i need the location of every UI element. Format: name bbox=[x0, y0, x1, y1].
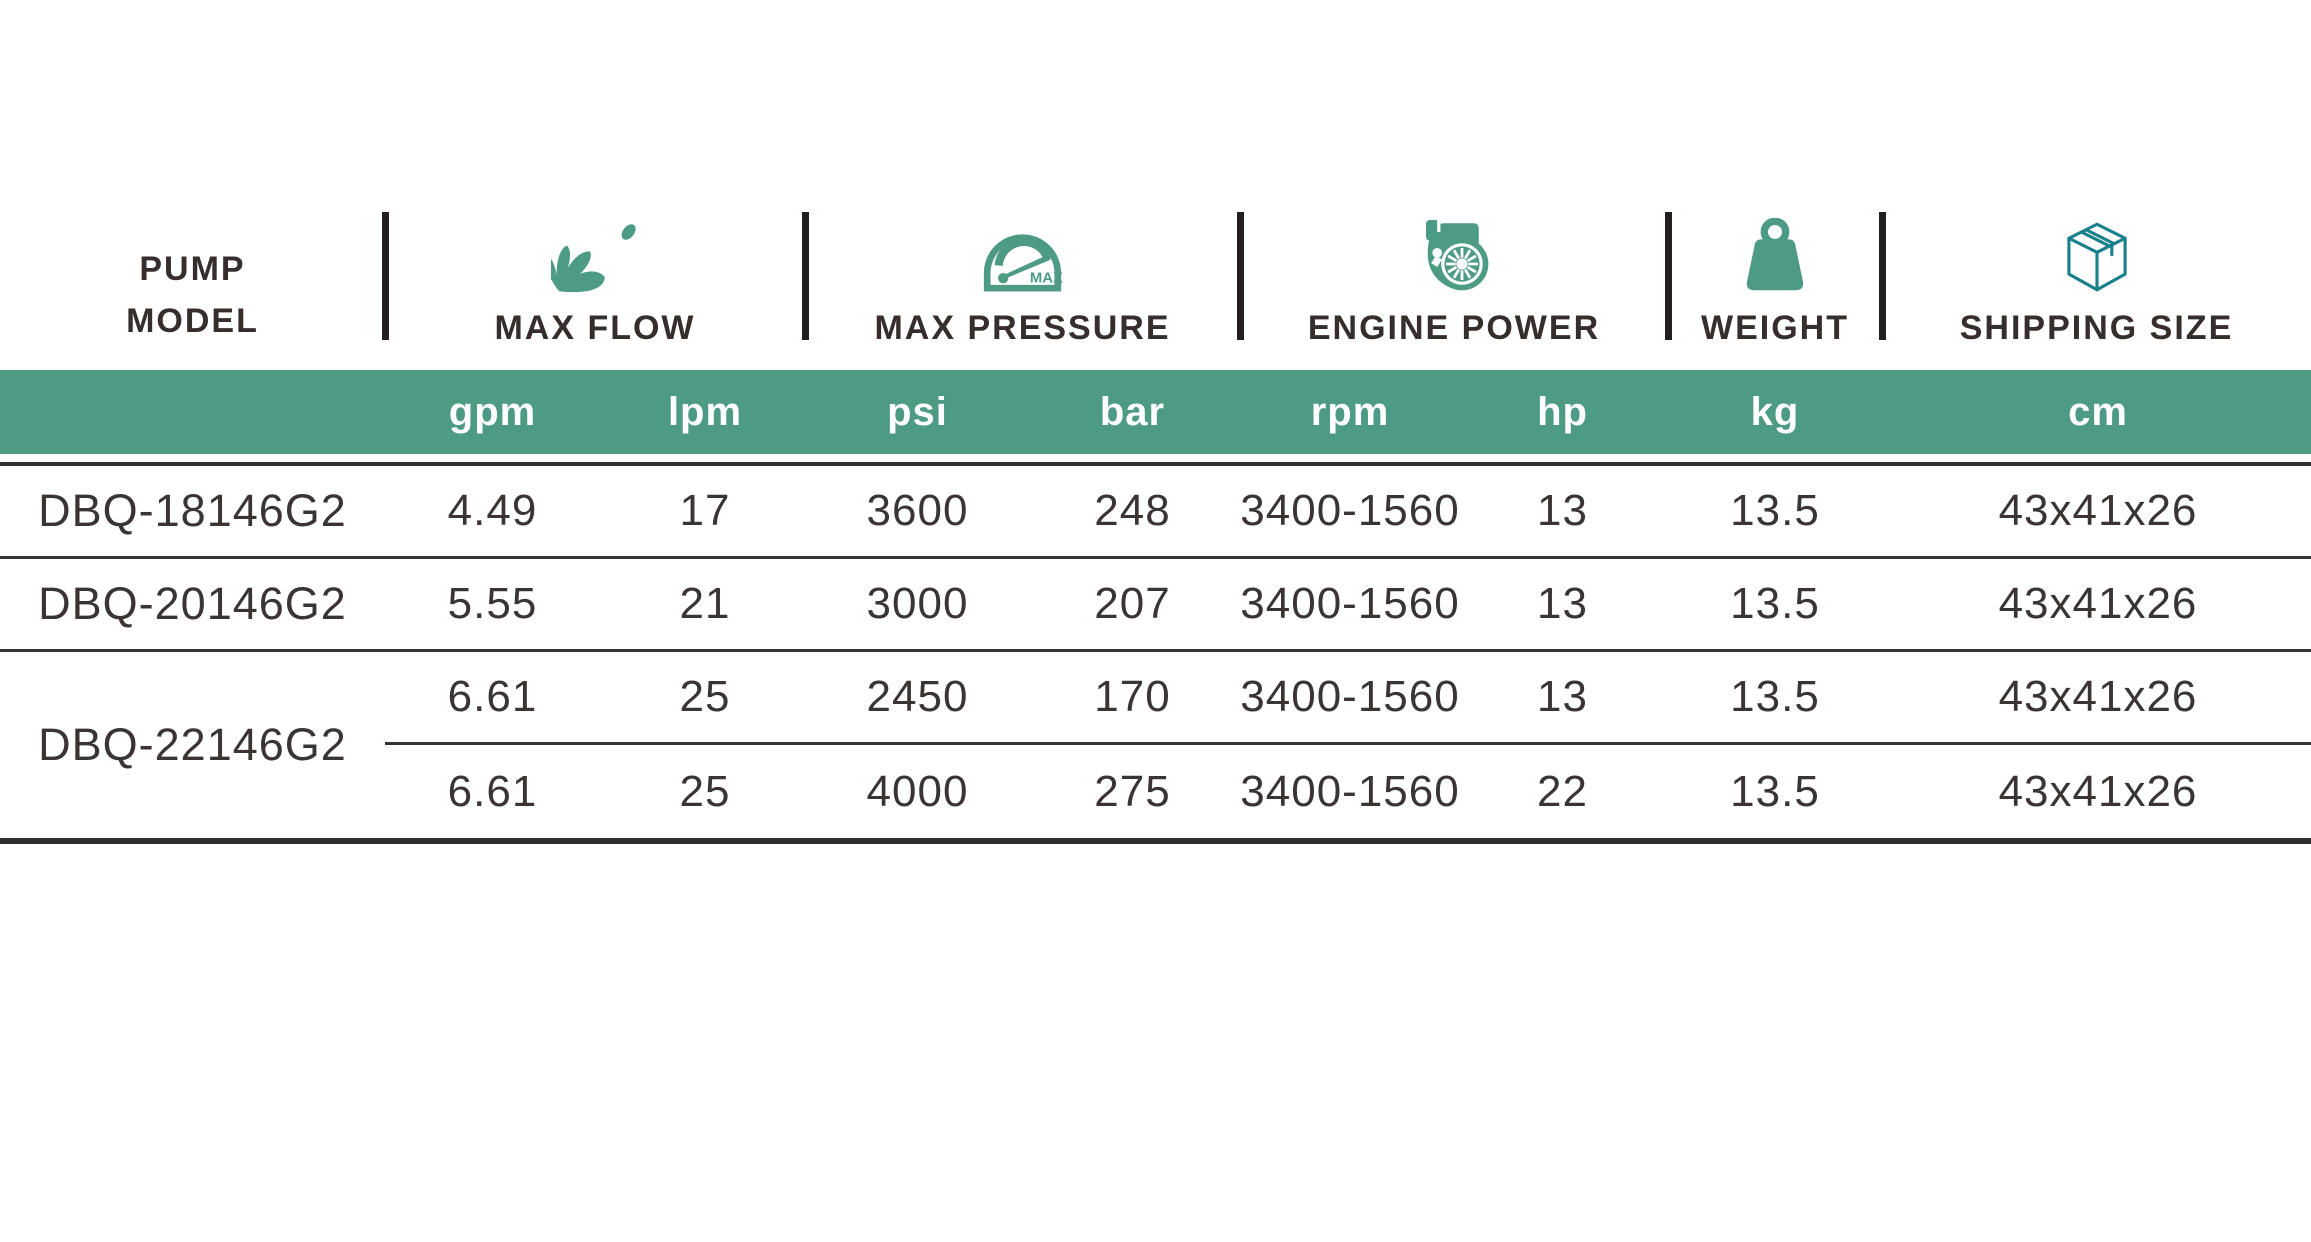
cell-model: DBQ-18146G2 bbox=[0, 466, 385, 559]
cell-psi: 2450 bbox=[810, 652, 1025, 745]
header-section-weight: WEIGHT bbox=[1665, 196, 1882, 348]
water-splash-icon bbox=[551, 224, 636, 293]
cell-kg: 13.5 bbox=[1665, 652, 1885, 745]
cell-model-merged: DBQ-22146G2 bbox=[38, 719, 347, 770]
unit-hp: hp bbox=[1537, 389, 1588, 434]
cell-psi: 3600 bbox=[810, 466, 1025, 559]
unit-lpm: lpm bbox=[667, 389, 743, 434]
header-section-engine-power: ENGINE POWER bbox=[1237, 196, 1668, 348]
unit-psi: psi bbox=[887, 389, 948, 434]
cell-rpm: 3400-1560 bbox=[1240, 766, 1460, 816]
svg-text:MAX: MAX bbox=[1030, 271, 1063, 287]
max-pressure-label: MAX PRESSURE bbox=[874, 308, 1171, 347]
cell-shipping: 43x41x26 bbox=[1885, 466, 2311, 559]
spec-rows: DBQ-18146G2 4.49 17 3600 248 3400-1560 1… bbox=[0, 462, 2311, 844]
cell-gpm: 6.61 bbox=[447, 766, 538, 816]
weight-label: WEIGHT bbox=[1701, 308, 1849, 347]
unit-gpm: gpm bbox=[448, 389, 537, 434]
header-section-max-flow: MAX FLOW bbox=[382, 196, 805, 348]
cell-psi: 3000 bbox=[810, 559, 1025, 652]
unit-kg: kg bbox=[1750, 389, 1800, 434]
cell-psi: 4000 bbox=[866, 766, 969, 816]
cell-hp: 13 bbox=[1460, 466, 1665, 559]
engine-icon bbox=[1426, 219, 1489, 291]
weight-icon bbox=[1746, 217, 1804, 291]
shipping-size-label: SHIPPING SIZE bbox=[1959, 308, 2234, 347]
shipping-box-icon bbox=[2066, 222, 2127, 292]
max-flow-label: MAX FLOW bbox=[494, 308, 696, 347]
cell-lpm: 21 bbox=[600, 559, 810, 652]
cell-lpm: 25 bbox=[600, 652, 810, 745]
cell-rpm: 3400-1560 bbox=[1240, 559, 1460, 652]
header-section-pump-model: PUMP MODEL bbox=[0, 196, 385, 348]
cell-hp: 13 bbox=[1460, 652, 1665, 745]
unit-rpm: rpm bbox=[1310, 389, 1390, 434]
cell-bar: 170 bbox=[1025, 652, 1240, 745]
engine-power-label: ENGINE POWER bbox=[1307, 308, 1601, 347]
cell-shipping: 43x41x26 bbox=[1885, 559, 2311, 652]
cell-hp: 13 bbox=[1460, 559, 1665, 652]
pump-model-label: PUMP MODEL bbox=[126, 249, 259, 341]
unit-band: gpm lpm psi bar rpm hp kg cm bbox=[0, 370, 2311, 454]
cell-kg: 13.5 bbox=[1665, 559, 1885, 652]
cell-rpm: 3400-1560 bbox=[1240, 466, 1460, 559]
cell-bar: 207 bbox=[1025, 559, 1240, 652]
cell-gpm: 6.61 bbox=[385, 652, 600, 745]
table-header: PUMP MODEL MAX bbox=[0, 196, 2311, 348]
pressure-gauge-icon: MAX bbox=[983, 234, 1063, 292]
cell-shipping: 43x41x26 bbox=[1998, 766, 2198, 816]
cell-rpm: 3400-1560 bbox=[1240, 652, 1460, 745]
cell-bar: 275 bbox=[1094, 766, 1171, 816]
cell-model: DBQ-20146G2 bbox=[0, 559, 385, 652]
cell-lpm: 17 bbox=[600, 466, 810, 559]
header-section-max-pressure: MAX MAX PRESSURE bbox=[802, 196, 1240, 348]
unit-bar: bar bbox=[1099, 389, 1166, 434]
cell-shipping: 43x41x26 bbox=[1885, 652, 2311, 745]
cell-bar: 248 bbox=[1025, 466, 1240, 559]
cell-gpm: 4.49 bbox=[385, 466, 600, 559]
cell-gpm: 5.55 bbox=[385, 559, 600, 652]
pump-spec-table: PUMP MODEL MAX bbox=[0, 196, 2311, 1242]
cell-kg: 13.5 bbox=[1730, 766, 1820, 816]
header-section-shipping-size: SHIPPING SIZE bbox=[1879, 196, 2311, 348]
unit-cm: cm bbox=[2068, 389, 2128, 434]
cell-hp: 22 bbox=[1537, 766, 1588, 816]
cell-lpm: 25 bbox=[679, 766, 731, 816]
cell-kg: 13.5 bbox=[1665, 466, 1885, 559]
